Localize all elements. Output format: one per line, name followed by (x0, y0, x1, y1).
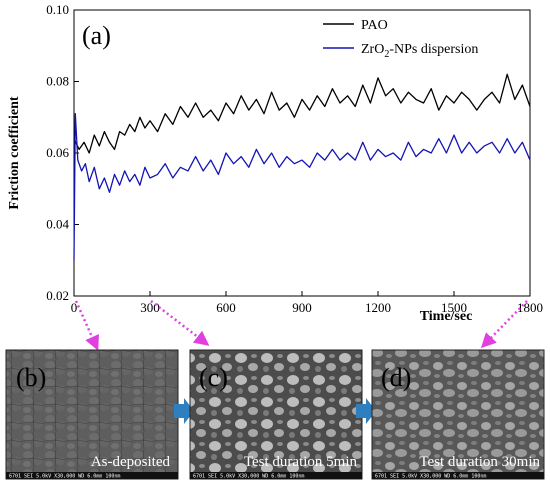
arrow-to-c (150, 300, 210, 346)
micrograph-b-label: (b) (16, 363, 46, 392)
x-axis-ticks: 0 300 600 900 1200 1500 1800 (71, 291, 543, 315)
micrograph-c: 6701 SEI 5.0kV X30,000 WD 6.0mm 100nm (c… (189, 349, 363, 480)
y-axis-title: Friction coefficient (7, 96, 22, 209)
series-line-zro2 (73, 113, 531, 261)
x-tick-label-6: 1800 (517, 300, 543, 315)
y-tick-label-3: 0.08 (46, 74, 69, 89)
plot-frame (73, 9, 531, 297)
y-axis-ticks: 0.02 0.04 0.06 0.08 0.10 (46, 2, 79, 303)
x-tick-label-4: 1200 (365, 300, 391, 315)
micrograph-b-caption: As-deposited (91, 454, 171, 470)
micrograph-d: 6701 SEI 5.0kV X30,000 WD 6.0mm 100nm (d… (371, 349, 545, 480)
x-tick-label-0: 0 (71, 300, 78, 315)
arrow-c-to-d (356, 398, 376, 424)
x-axis-title: Time/sec (420, 309, 473, 324)
y-tick-label-4: 0.10 (46, 2, 69, 17)
micrograph-d-info: 6701 SEI 5.0kV X30,000 WD 6.0mm 100nm (375, 474, 486, 480)
series-line-pao (73, 73, 531, 154)
x-tick-label-1: 300 (140, 300, 160, 315)
legend-label-zro2: ZrO2-NPs dispersion (361, 42, 478, 60)
micrograph-c-label: (c) (199, 363, 228, 392)
y-tick-label-1: 0.04 (46, 217, 69, 232)
micrograph-c-caption: Test duration 5min (244, 454, 358, 470)
arrow-to-b (74, 300, 99, 351)
arrow-b-to-c (174, 398, 194, 424)
legend: PAO ZrO2-NPs dispersion (323, 18, 478, 60)
series-layer (73, 73, 531, 261)
legend-label-pao: PAO (361, 18, 388, 33)
micrograph-d-label: (d) (381, 363, 411, 392)
micrograph-c-info: 6701 SEI 5.0kV X30,000 WD 6.0mm 100nm (193, 474, 304, 480)
y-tick-label-0: 0.02 (46, 288, 69, 303)
x-tick-label-5: 1500 (441, 300, 467, 315)
x-tick-label-3: 900 (292, 300, 312, 315)
micrograph-d-caption: Test duration 30min (419, 454, 540, 470)
micrograph-b: 6701 SEI 5.0kV X30,000 WD 6.0mm 100nm (b… (5, 349, 179, 480)
time-arrows (74, 300, 528, 351)
y-tick-label-2: 0.06 (46, 145, 69, 160)
x-tick-label-2: 600 (216, 300, 236, 315)
arrow-to-d (480, 300, 528, 349)
micrograph-b-info: 6701 SEI 5.0kV X30,000 WD 6.0mm 100nm (9, 474, 120, 480)
panel-label-a: (a) (82, 21, 111, 50)
